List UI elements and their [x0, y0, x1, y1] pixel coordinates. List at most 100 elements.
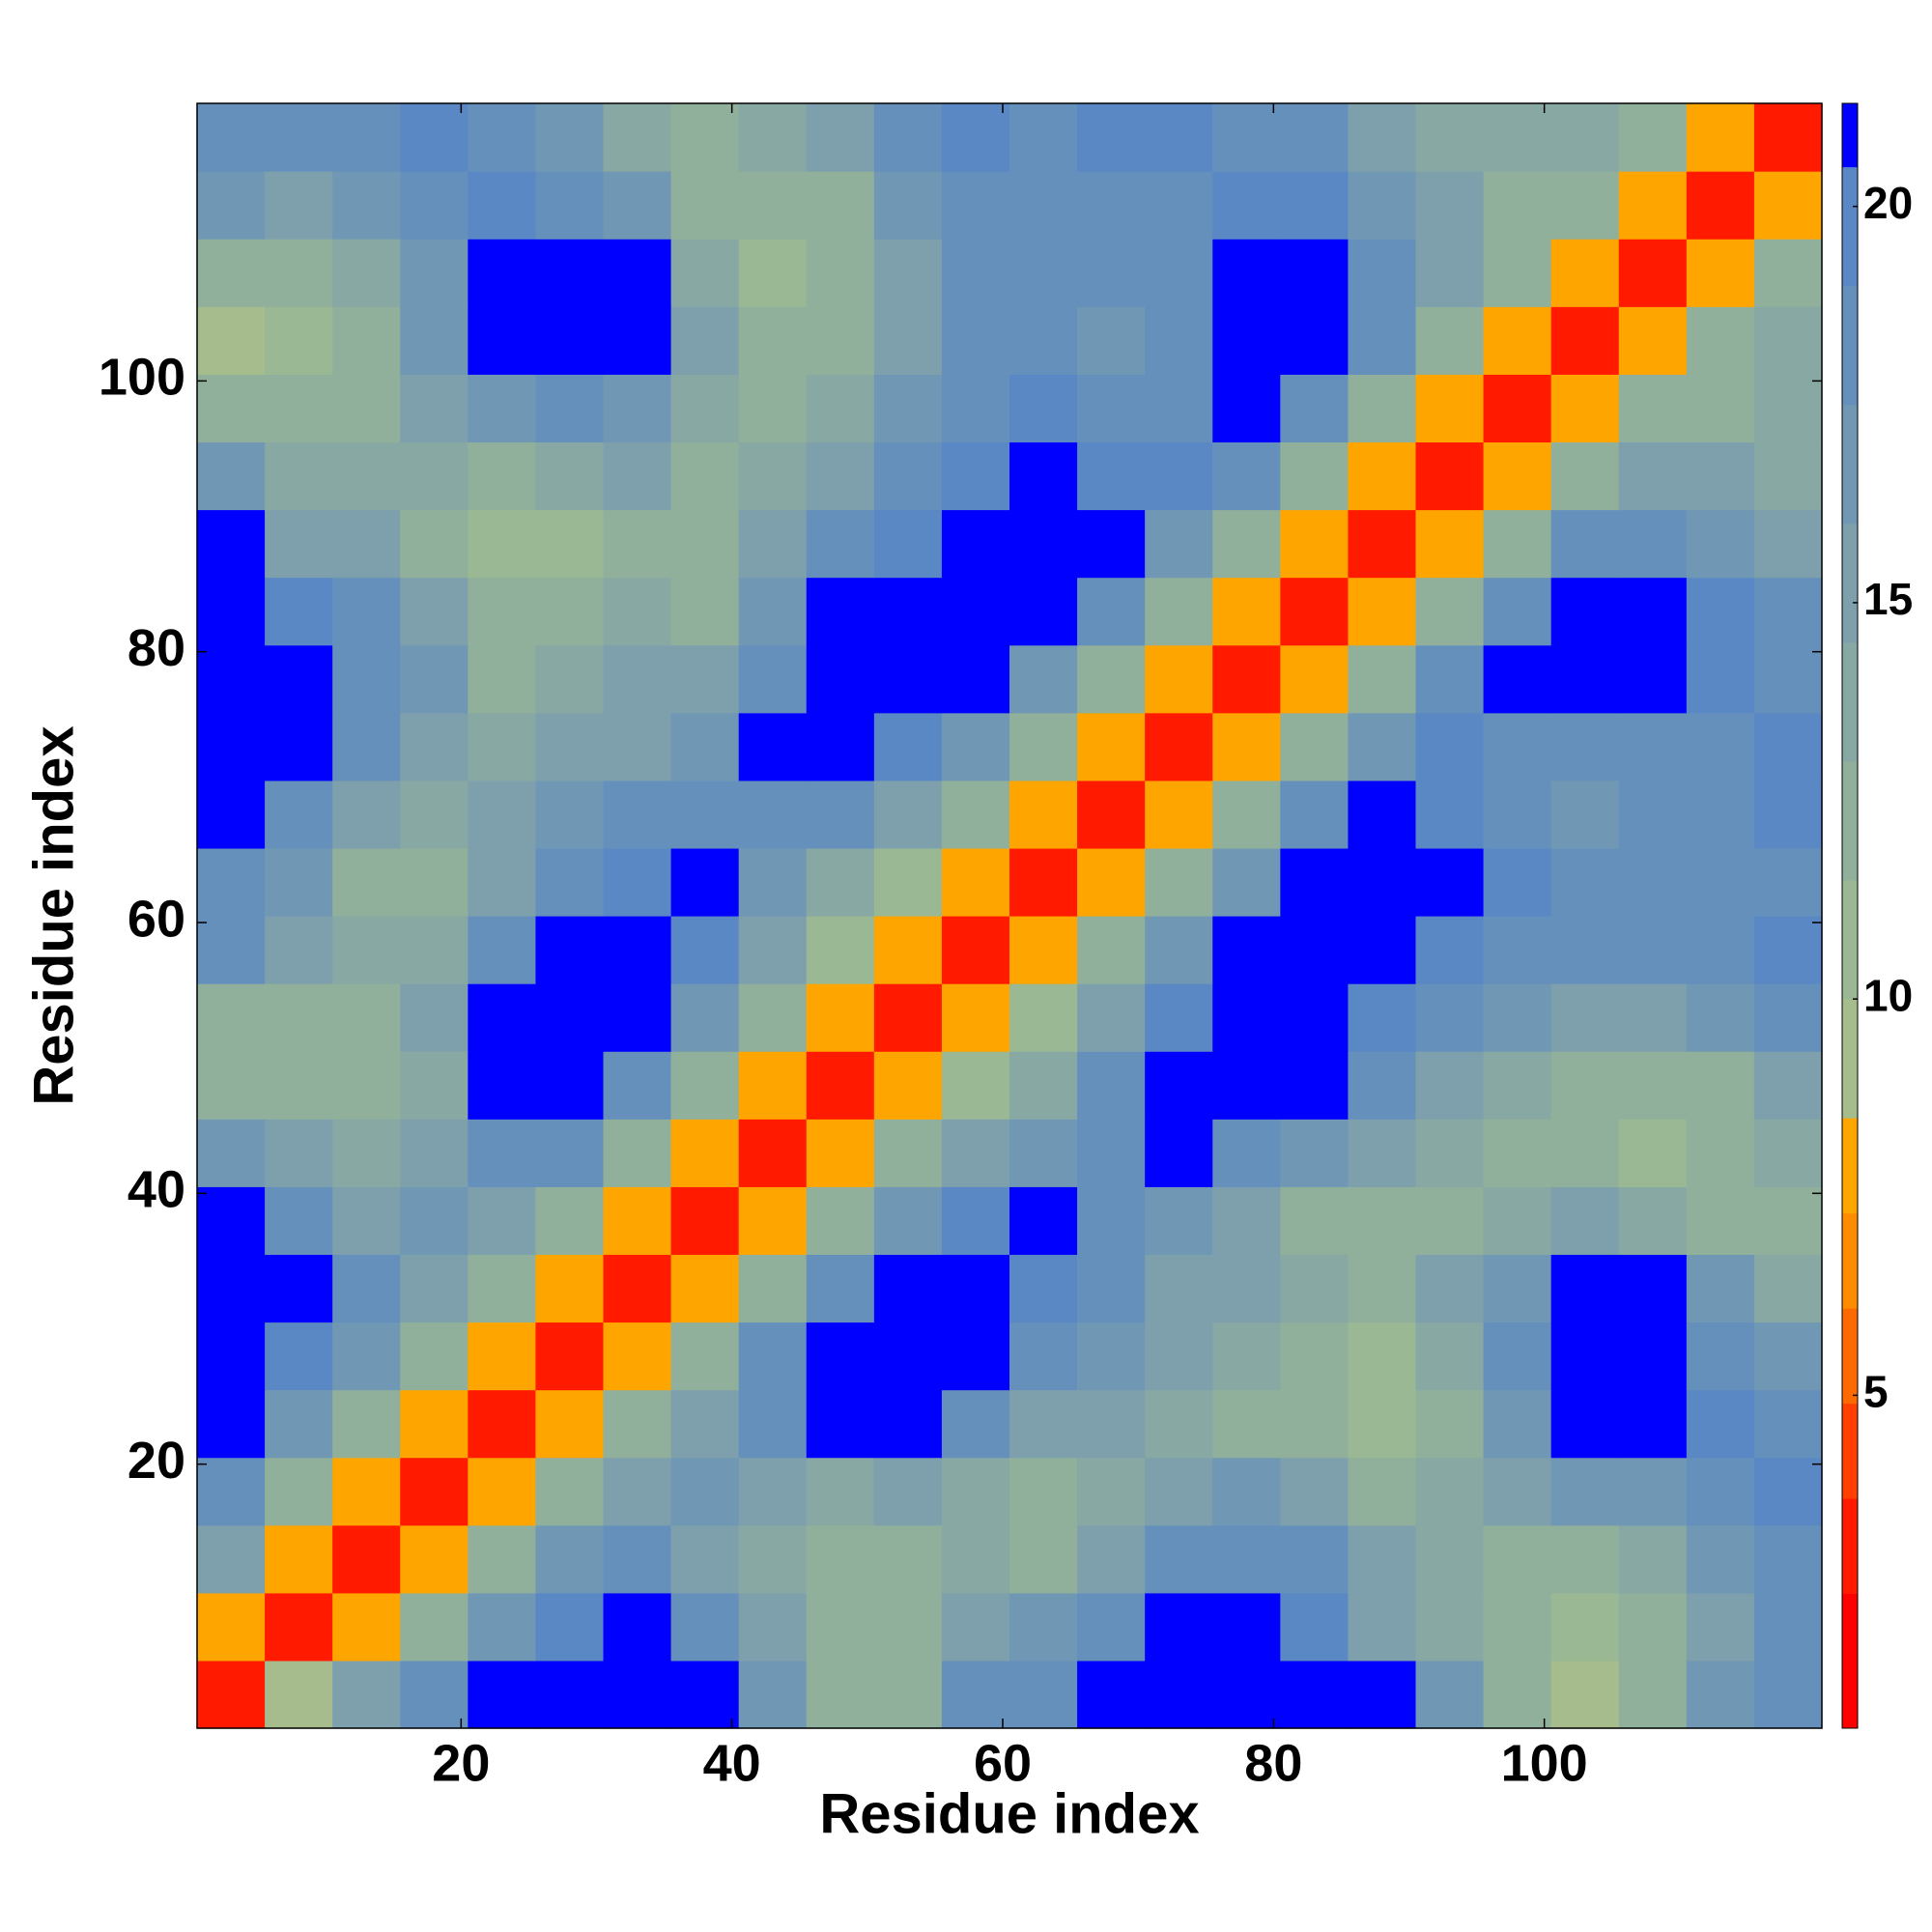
- heatmap-cell: [670, 1051, 740, 1120]
- heatmap-cell: [197, 1524, 266, 1594]
- heatmap-cell: [1550, 780, 1620, 849]
- heatmap-cell: [806, 103, 875, 172]
- heatmap-cell: [1753, 1186, 1823, 1256]
- heatmap-cell: [1212, 103, 1281, 172]
- heatmap-cell: [873, 1524, 943, 1594]
- heatmap-cell: [1348, 712, 1417, 781]
- heatmap-cell: [873, 1321, 943, 1391]
- heatmap-cell: [400, 644, 469, 714]
- heatmap-cell: [1348, 171, 1417, 240]
- heatmap-cell: [738, 983, 808, 1052]
- heatmap-cell: [400, 441, 469, 511]
- heatmap-cell: [1145, 712, 1213, 781]
- heatmap-cell: [1753, 712, 1823, 781]
- heatmap-cell: [941, 847, 1010, 917]
- heatmap-cell: [197, 847, 266, 917]
- heatmap-cell: [1483, 1457, 1552, 1526]
- y-axis-title: Residue index: [22, 725, 85, 1105]
- heatmap-cell: [535, 1457, 605, 1526]
- heatmap-cell: [1145, 1389, 1213, 1459]
- colorbar-band: [1842, 761, 1858, 881]
- heatmap-cell: [941, 1254, 1010, 1323]
- heatmap-cell: [535, 1389, 605, 1459]
- heatmap-cell: [468, 103, 537, 172]
- heatmap-cell: [1212, 712, 1281, 781]
- heatmap-cell: [197, 916, 266, 984]
- heatmap-cell: [265, 1389, 333, 1459]
- heatmap-cell: [1009, 509, 1078, 579]
- heatmap-cell: [738, 644, 808, 714]
- heatmap-cell: [806, 1660, 875, 1729]
- heatmap-cell: [1348, 916, 1417, 984]
- heatmap-cell: [806, 374, 875, 443]
- heatmap-cell: [670, 644, 740, 714]
- heatmap-cell: [1077, 1660, 1146, 1729]
- heatmap-cell: [603, 577, 672, 646]
- heatmap-cell: [1550, 1051, 1620, 1120]
- heatmap-cell: [400, 847, 469, 917]
- heatmap-cell: [1077, 1524, 1146, 1594]
- heatmap-cell: [535, 441, 605, 511]
- heatmap-cell: [873, 780, 943, 849]
- heatmap-cell: [265, 1254, 333, 1323]
- heatmap-cell: [1686, 577, 1755, 646]
- heatmap-cell: [197, 239, 266, 307]
- heatmap-cell: [873, 1254, 943, 1323]
- heatmap-cell: [1753, 103, 1823, 172]
- heatmap-cell: [535, 509, 605, 579]
- heatmap-cell: [197, 171, 266, 240]
- heatmap-cell: [941, 712, 1010, 781]
- heatmap-cell: [400, 103, 469, 172]
- heatmap-cell: [1415, 577, 1485, 646]
- heatmap-cell: [873, 916, 943, 984]
- heatmap-cell: [806, 1592, 875, 1662]
- colorbar-band: [1842, 1118, 1858, 1214]
- heatmap-cell: [1348, 1660, 1417, 1729]
- heatmap-cell: [941, 1592, 1010, 1662]
- heatmap-cell: [1280, 1051, 1350, 1120]
- heatmap-cell: [332, 1254, 401, 1323]
- heatmap-cell: [1145, 103, 1213, 172]
- heatmap-cell: [1212, 847, 1281, 917]
- heatmap-cell: [1483, 509, 1552, 579]
- colorbar-tick-label: 10: [1863, 970, 1913, 1020]
- heatmap-cell: [332, 1119, 401, 1187]
- heatmap-cell: [265, 1186, 333, 1256]
- heatmap-cell: [738, 1119, 808, 1187]
- heatmap-cell: [400, 916, 469, 984]
- heatmap-cell: [1686, 1592, 1755, 1662]
- heatmap-cell: [400, 306, 469, 375]
- heatmap-cell: [1009, 374, 1078, 443]
- heatmap-cell: [1077, 1321, 1146, 1391]
- heatmap-cell: [941, 171, 1010, 240]
- heatmap-cell: [332, 847, 401, 917]
- heatmap-cell: [1753, 509, 1823, 579]
- heatmap-cell: [1753, 847, 1823, 917]
- heatmap-cell: [1212, 577, 1281, 646]
- heatmap-cell: [941, 1186, 1010, 1256]
- heatmap-cell: [1686, 712, 1755, 781]
- heatmap-cell: [1618, 1592, 1688, 1662]
- plot-frame: [196, 102, 1823, 1729]
- heatmap-cell: [670, 1660, 740, 1729]
- heatmap-cell: [1212, 780, 1281, 849]
- heatmap-cell: [873, 1051, 943, 1120]
- heatmap-cell: [670, 1321, 740, 1391]
- heatmap-cell: [670, 780, 740, 849]
- heatmap-cell: [1145, 916, 1213, 984]
- heatmap-cell: [1483, 577, 1552, 646]
- heatmap-cell: [1753, 780, 1823, 849]
- colorbar-band: [1842, 999, 1858, 1119]
- colorbar-band: [1842, 103, 1858, 168]
- heatmap-cell: [1618, 1051, 1688, 1120]
- heatmap-cell: [535, 1660, 605, 1729]
- heatmap-cell: [941, 374, 1010, 443]
- heatmap-cell: [468, 1524, 537, 1594]
- heatmap-cell: [535, 983, 605, 1052]
- heatmap-cell: [1145, 1457, 1213, 1526]
- heatmap-cell: [1483, 1321, 1552, 1391]
- heatmap-cell: [670, 577, 740, 646]
- y-tick-label: 80: [128, 619, 185, 677]
- heatmap-cell: [941, 1524, 1010, 1594]
- heatmap-cell: [1550, 1592, 1620, 1662]
